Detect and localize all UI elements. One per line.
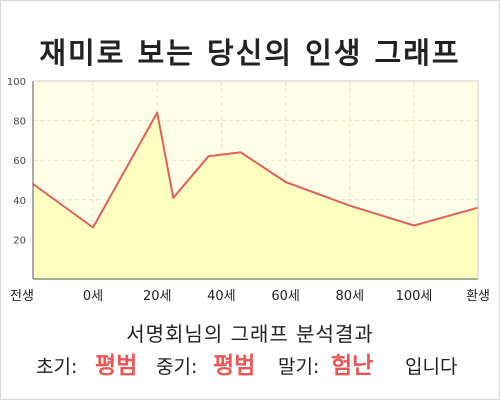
series-area — [33, 112, 478, 279]
y-tick-label-60: 60 — [13, 156, 26, 167]
x-tick-label-1: 0세 — [83, 289, 103, 304]
x-tick-label-3: 40세 — [207, 289, 236, 304]
analysis-caption: 서명회님의 그래프 분석결과 — [126, 322, 374, 346]
x-tick-label-4: 60세 — [271, 289, 300, 304]
early-label: 초기: — [36, 356, 78, 378]
late-label: 말기: — [278, 356, 320, 378]
x-tick-label-2: 20세 — [143, 289, 172, 304]
page-title: 재미로 보는 당신의 인생 그래프 — [39, 36, 461, 70]
y-tick-label-80: 80 — [13, 117, 26, 128]
result-ending: 입니다 — [405, 356, 458, 378]
late-value: 험난 — [331, 353, 374, 379]
y-tick-label-40: 40 — [13, 196, 26, 207]
life-graph-chart: 20 40 60 80 100 전생 0세 20세 40세 60세 80세 100세 환생 — [7, 77, 490, 304]
x-tick-label-7: 환생 — [466, 289, 490, 304]
early-value: 평범 — [95, 353, 138, 379]
series-line — [32, 111, 479, 229]
mid-label: 중기: — [156, 356, 198, 378]
analysis-result: 초기: 평범 중기: 평범 말기: 험난 입니다 — [0, 344, 500, 384]
y-tick-label-100: 100 — [7, 77, 26, 88]
mid-value: 평범 — [213, 353, 256, 379]
x-tick-label-5: 80세 — [336, 289, 365, 304]
x-tick-label-0: 전생 — [10, 289, 34, 304]
x-tick-label-6: 100세 — [396, 289, 433, 304]
y-tick-label-20: 20 — [13, 235, 26, 246]
